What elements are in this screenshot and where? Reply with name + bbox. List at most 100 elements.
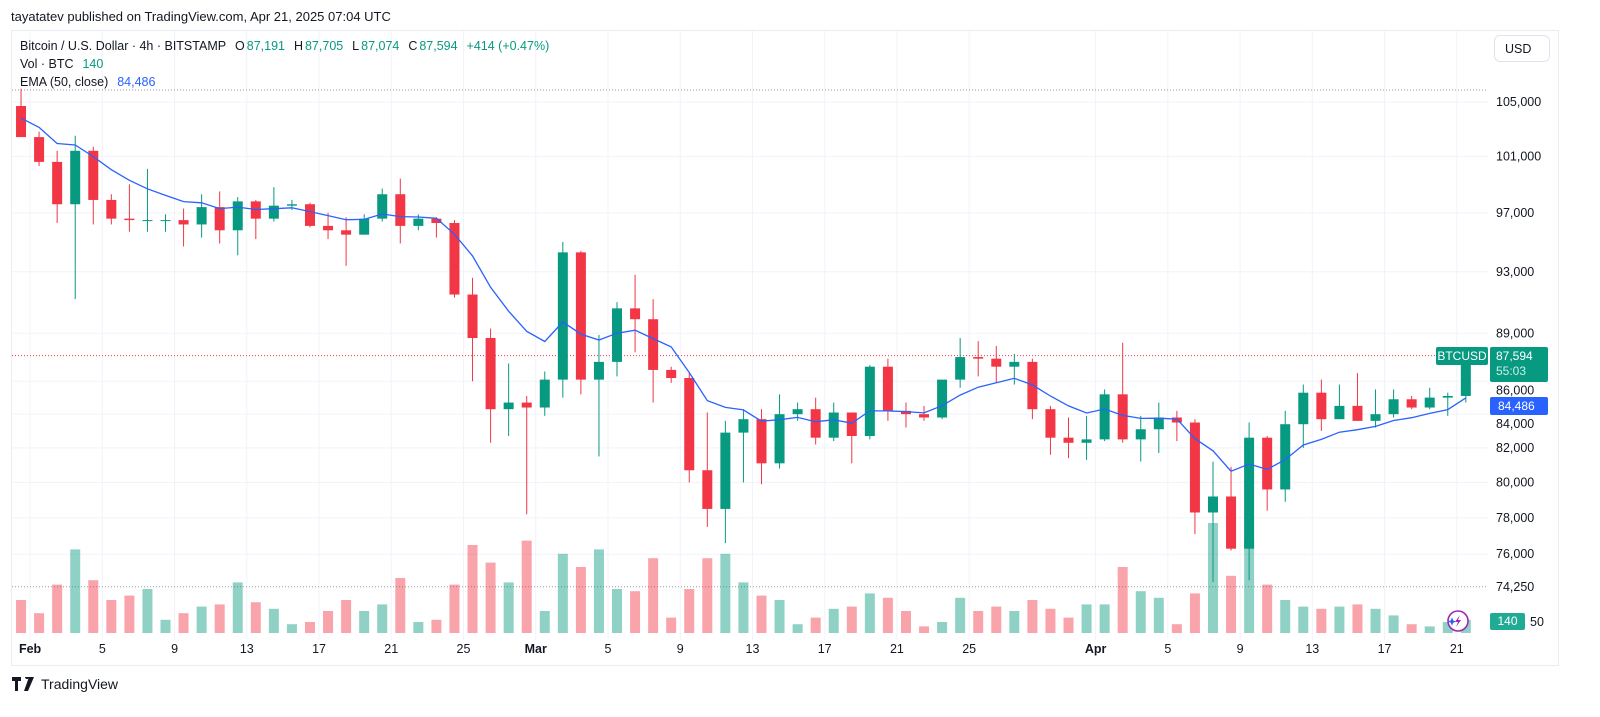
candle-body bbox=[1063, 437, 1074, 443]
volume-bar bbox=[810, 617, 821, 633]
candle bbox=[70, 135, 81, 300]
candle-body bbox=[304, 204, 315, 226]
volume-bar bbox=[1045, 608, 1056, 633]
candle-body bbox=[214, 207, 225, 231]
volume-bar bbox=[431, 619, 442, 633]
volume-bar bbox=[214, 604, 225, 633]
candle-body bbox=[34, 137, 45, 162]
candle bbox=[1316, 379, 1327, 431]
symbol-tag: BTCUSD bbox=[1436, 346, 1488, 365]
candle-body bbox=[738, 419, 749, 433]
candle bbox=[1009, 353, 1020, 385]
candle-body bbox=[413, 218, 424, 226]
ema-label[interactable]: EMA (50, close) bbox=[20, 75, 109, 89]
volume-bar bbox=[1406, 624, 1417, 633]
y-tick-label: 101,000 bbox=[1496, 149, 1541, 163]
candle bbox=[1442, 392, 1453, 416]
candle-body bbox=[196, 207, 207, 225]
volume-bar bbox=[124, 595, 135, 633]
candle-body bbox=[1135, 429, 1146, 440]
candle bbox=[1370, 389, 1381, 428]
candle-body bbox=[1352, 405, 1363, 421]
candle bbox=[1045, 405, 1056, 455]
volume-label[interactable]: Vol · BTC bbox=[20, 57, 74, 71]
x-tick-label: 21 bbox=[384, 642, 398, 656]
volume-bar bbox=[612, 589, 623, 633]
volume-bar bbox=[539, 611, 550, 633]
candle-body bbox=[1207, 496, 1218, 513]
candle-body bbox=[1298, 392, 1309, 425]
ema-line bbox=[20, 117, 1467, 472]
candle bbox=[539, 371, 550, 416]
y-tick-label: 93,000 bbox=[1496, 265, 1534, 279]
candle bbox=[991, 345, 1002, 383]
low-label: L bbox=[352, 39, 360, 53]
volume-bar bbox=[955, 597, 966, 633]
candle bbox=[1424, 387, 1435, 410]
volume-bar bbox=[1153, 597, 1164, 633]
y-tick-label: 105,000 bbox=[1496, 95, 1541, 109]
lightning-icon[interactable] bbox=[1447, 610, 1469, 632]
symbol-description[interactable]: Bitcoin / U.S. Dollar · 4h · BITSTAMP bbox=[20, 39, 227, 53]
x-tick-label: 13 bbox=[1305, 642, 1319, 656]
volume-bar bbox=[792, 624, 803, 633]
candle bbox=[774, 394, 785, 469]
candle bbox=[1063, 417, 1074, 459]
candle bbox=[1189, 419, 1200, 535]
x-tick-label: Apr bbox=[1085, 642, 1107, 656]
candle-body bbox=[1226, 496, 1237, 549]
x-tick-label: 21 bbox=[890, 642, 904, 656]
x-tick-label: 17 bbox=[312, 642, 326, 656]
currency-button[interactable]: USD bbox=[1494, 35, 1550, 62]
open-label: O bbox=[235, 39, 245, 53]
candle-body bbox=[1153, 417, 1164, 430]
volume-bar bbox=[593, 549, 604, 633]
volume-tag: 140 bbox=[1490, 613, 1525, 630]
volume-bar bbox=[16, 600, 27, 633]
candle bbox=[34, 131, 45, 167]
volume-bar bbox=[160, 619, 171, 633]
candle-body bbox=[1244, 437, 1255, 549]
volume-bar bbox=[1424, 626, 1435, 633]
volume-bar bbox=[341, 600, 352, 633]
y-tick-label: 82,000 bbox=[1496, 441, 1534, 455]
tradingview-logo[interactable]: TradingView bbox=[12, 676, 118, 692]
candle bbox=[1352, 373, 1363, 421]
volume-bar bbox=[467, 545, 478, 633]
candle-body bbox=[467, 294, 478, 339]
candle bbox=[720, 420, 731, 544]
volume-bar bbox=[178, 613, 189, 633]
publisher-caption: tayatatev published on TradingView.com, … bbox=[11, 9, 391, 24]
volume-bar bbox=[1081, 604, 1092, 633]
candle bbox=[359, 214, 370, 235]
candle bbox=[268, 187, 279, 222]
candle bbox=[1244, 422, 1255, 581]
candle-body bbox=[612, 308, 623, 362]
candle-body bbox=[70, 150, 81, 205]
candle-body bbox=[160, 220, 171, 222]
volume-bar bbox=[973, 611, 984, 633]
candle bbox=[1280, 410, 1291, 502]
candle bbox=[232, 197, 243, 256]
volume-bar bbox=[34, 613, 45, 633]
x-tick-label: 5 bbox=[1164, 642, 1171, 656]
candle-body bbox=[648, 319, 659, 370]
candle-body bbox=[937, 379, 948, 418]
candle-body bbox=[774, 414, 785, 464]
high-label: H bbox=[293, 39, 303, 53]
x-tick-label: Feb bbox=[19, 642, 42, 656]
volume-bar bbox=[377, 604, 388, 633]
candle-body bbox=[323, 225, 334, 231]
volume-bar bbox=[1027, 600, 1038, 633]
volume-bar bbox=[919, 626, 930, 633]
candle-body bbox=[919, 414, 930, 418]
volume-bar bbox=[1280, 600, 1291, 633]
tradingview-brand: TradingView bbox=[41, 676, 119, 692]
candle-body bbox=[395, 194, 406, 226]
candle bbox=[684, 373, 695, 483]
candle-body bbox=[882, 366, 893, 411]
candle bbox=[1135, 415, 1146, 462]
x-tick-label: 9 bbox=[1237, 642, 1244, 656]
